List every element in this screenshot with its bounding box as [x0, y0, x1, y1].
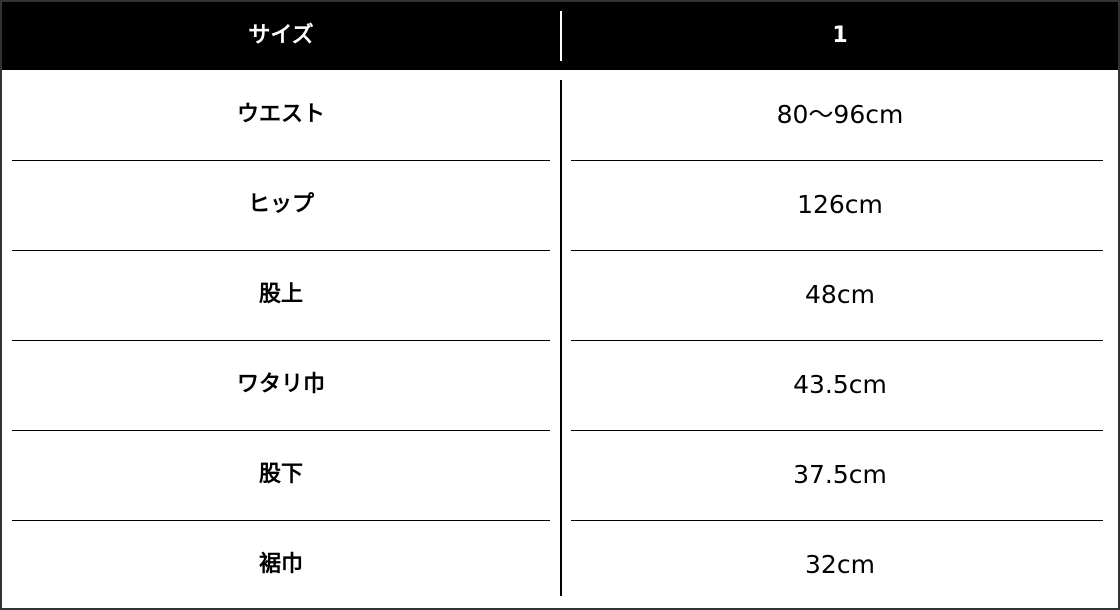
header-divider	[560, 11, 562, 61]
row-divider	[571, 520, 1103, 521]
table-header: サイズ 1	[2, 2, 1118, 70]
table-row: ワタリ巾 43.5cm	[2, 340, 1118, 430]
row-value: 80〜96cm	[776, 100, 904, 129]
row-divider	[12, 250, 550, 251]
row-value: 126cm	[797, 190, 883, 219]
row-divider	[571, 250, 1103, 251]
row-divider	[12, 340, 550, 341]
table-row: 股上 48cm	[2, 250, 1118, 340]
table-row: 裾巾 32cm	[2, 520, 1118, 608]
table-row: ウエスト 80〜96cm	[2, 70, 1118, 160]
row-label: 裾巾	[258, 552, 303, 577]
header-size-value: 1	[832, 23, 848, 48]
row-label: 股下	[258, 462, 303, 487]
header-size-label: サイズ	[248, 23, 314, 48]
table-row: 股下 37.5cm	[2, 430, 1118, 520]
row-divider	[571, 430, 1103, 431]
row-value: 48cm	[805, 280, 875, 309]
row-divider	[12, 520, 550, 521]
row-label: ヒップ	[247, 192, 314, 217]
row-label: ウエスト	[236, 102, 325, 127]
row-label: 股上	[258, 282, 303, 307]
row-divider	[12, 160, 550, 161]
row-value: 32cm	[805, 550, 875, 579]
table-row: ヒップ 126cm	[2, 160, 1118, 250]
row-label: ワタリ巾	[236, 372, 325, 397]
row-value: 43.5cm	[793, 370, 887, 399]
row-divider	[571, 340, 1103, 341]
row-divider	[571, 160, 1103, 161]
column-divider	[560, 80, 562, 596]
row-value: 37.5cm	[793, 460, 887, 489]
row-divider	[12, 430, 550, 431]
